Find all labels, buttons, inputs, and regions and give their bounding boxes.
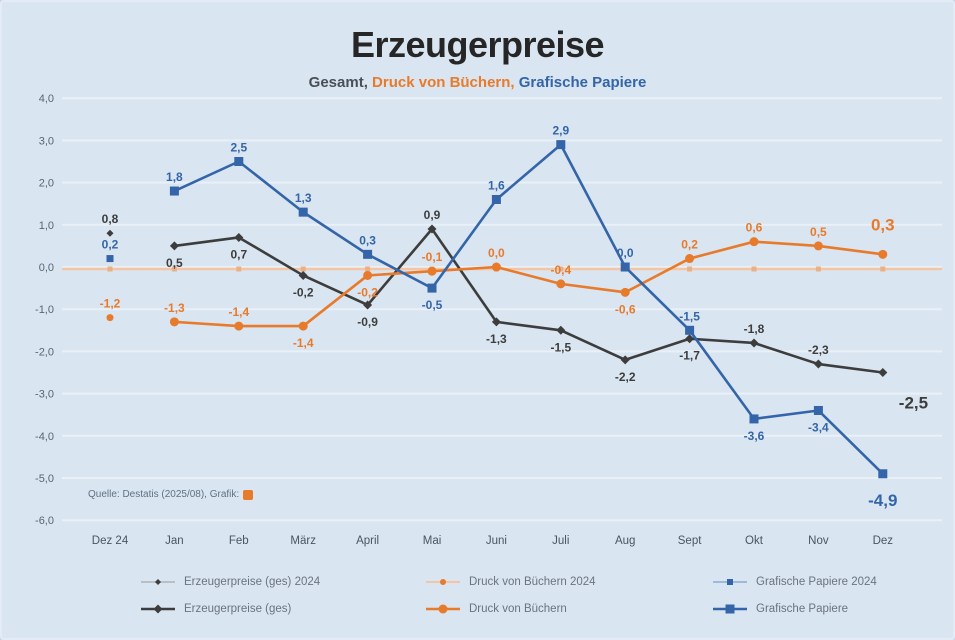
x-axis-labels: Dez 24 Jan Feb März April Mai Juni Juli Aug Sept O…: [92, 535, 893, 547]
svg-text:-5,0: -5,0: [35, 473, 54, 485]
data-label: -0,2: [293, 285, 314, 299]
legend-label: Erzeugerpreise (ges): [184, 603, 292, 615]
svg-text:März: März: [290, 535, 316, 547]
svg-text:-1,0: -1,0: [35, 304, 54, 316]
data-label: -1,5: [550, 340, 571, 354]
chart-subtitle: Gesamt, Druck von Büchern, Grafische Pap…: [0, 74, 955, 91]
legend-item: Erzeugerpreise (ges) 2024: [140, 576, 320, 588]
subtitle-part: Gesamt,: [308, 74, 373, 91]
svg-text:2,0: 2,0: [39, 178, 54, 190]
data-label: 0,8: [102, 212, 119, 226]
data-label: -3,4: [808, 420, 829, 434]
data-label: 0,7: [230, 247, 247, 261]
svg-text:-4,0: -4,0: [35, 431, 54, 443]
legend-marker-icon: [426, 604, 460, 614]
legend-label: Druck von Büchern 2024: [469, 576, 596, 588]
svg-text:Juni: Juni: [486, 535, 507, 547]
data-label: -2,2: [615, 370, 636, 384]
svg-text:Dez: Dez: [873, 535, 894, 547]
series-erzeugerpreise-ges: 0,8 0,5 0,7 -0,2 -0,9 0,9 -1,3 -1,5 -2,2 -1,7 -1,8…: [102, 208, 928, 412]
data-label: 0,6: [746, 221, 763, 235]
data-label: -1,4: [293, 336, 314, 350]
svg-text:0,0: 0,0: [39, 262, 54, 274]
svg-text:Nov: Nov: [808, 535, 829, 547]
data-label: 1,8: [166, 170, 183, 184]
svg-text:Aug: Aug: [615, 535, 635, 547]
svg-text:Sept: Sept: [678, 535, 702, 547]
legend-marker-icon: [141, 604, 175, 614]
data-label: -3,6: [744, 429, 765, 443]
source-note: Quelle: Destatis (2025/08), Grafik:: [88, 489, 254, 500]
legend-label: Erzeugerpreise (ges) 2024: [184, 576, 321, 588]
legend-label: Druck von Büchern: [469, 603, 567, 615]
data-label: -1,7: [679, 349, 700, 363]
source-logo-icon: [243, 489, 254, 500]
svg-text:Juli: Juli: [552, 535, 569, 547]
legend-item: Druck von Büchern 2024: [425, 576, 596, 588]
legend-item: Druck von Büchern: [425, 603, 567, 615]
svg-text:April: April: [356, 535, 379, 547]
svg-text:-6,0: -6,0: [35, 515, 54, 527]
svg-text:-2,0: -2,0: [35, 346, 54, 358]
data-label: 0,9: [424, 208, 441, 222]
data-label: -1,3: [486, 332, 507, 346]
svg-text:-3,0: -3,0: [35, 389, 54, 401]
data-label: 0,3: [359, 233, 376, 247]
svg-text:1,0: 1,0: [39, 220, 54, 232]
legend-label: Grafische Papiere: [756, 603, 849, 615]
data-label: -0,4: [550, 263, 571, 277]
data-label: -2,3: [808, 343, 829, 357]
data-label: 0,0: [488, 246, 505, 260]
svg-text:Feb: Feb: [229, 535, 249, 547]
legend-marker-icon: [426, 579, 460, 585]
data-label: 0,5: [810, 225, 827, 239]
data-label: -1,4: [228, 305, 249, 319]
data-label: -0,1: [422, 250, 443, 264]
data-label: -1,5: [679, 309, 700, 323]
svg-text:Okt: Okt: [745, 535, 764, 547]
svg-text:3,0: 3,0: [39, 135, 54, 147]
data-label: 0,5: [166, 256, 183, 270]
legend-label: Grafische Papiere 2024: [756, 576, 877, 588]
legend-item: Erzeugerpreise (ges): [140, 603, 291, 615]
data-label: -1,2: [100, 297, 121, 311]
svg-text:Jan: Jan: [165, 535, 184, 547]
series-druck-von-buechern: -1,2 -1,3 -1,4 -1,4 -0,2 -0,1 0,0 -0,4 -0,6 0,2 0,…: [100, 215, 895, 350]
data-label: 2,5: [230, 141, 247, 155]
data-label: 2,9: [552, 124, 569, 138]
subtitle-part: Druck von Büchern,: [372, 74, 519, 91]
svg-text:Dez 24: Dez 24: [92, 535, 129, 547]
series-grafische-papiere: 0,2 1,8 2,5 1,3 0,3 -0,5 1,6 2,9 0,0 -1,5 -3,6 -3,4…: [102, 124, 898, 510]
subtitle-part: Grafische Papiere: [518, 74, 647, 91]
svg-text:4,0: 4,0: [39, 93, 54, 105]
legend-marker-icon: [141, 579, 175, 585]
data-label: 1,3: [295, 191, 312, 205]
data-label: 0,3: [871, 215, 895, 234]
source-text: Quelle: Destatis (2025/08), Grafik:: [88, 489, 240, 500]
page-title: Erzeugerpreise: [350, 24, 605, 65]
legend-item: Grafische Papiere: [712, 603, 848, 615]
data-label: 0,2: [681, 238, 698, 252]
data-label: 1,6: [488, 178, 505, 192]
legend-marker-icon: [713, 604, 747, 614]
data-label: -2,5: [899, 394, 928, 413]
data-label: -0,5: [422, 298, 443, 312]
gridlines: [62, 97, 942, 522]
data-label: -1,3: [164, 301, 185, 315]
data-label: -0,2: [357, 285, 378, 299]
data-label: -0,6: [615, 302, 636, 316]
data-label: 0,0: [617, 246, 634, 260]
data-label: -1,8: [744, 322, 765, 336]
data-label: 0,2: [102, 238, 119, 252]
data-label: -4,9: [868, 491, 897, 510]
data-label: -0,9: [357, 315, 378, 329]
legend-marker-icon: [713, 579, 747, 585]
legend-item: Grafische Papiere 2024: [712, 576, 877, 588]
svg-text:Mai: Mai: [423, 535, 442, 547]
y-axis-labels: 4,0 3,0 2,0 1,0 0,0 -1,0 -2,0 -3,0 -4,0 -5,0 -6,0: [35, 93, 54, 527]
